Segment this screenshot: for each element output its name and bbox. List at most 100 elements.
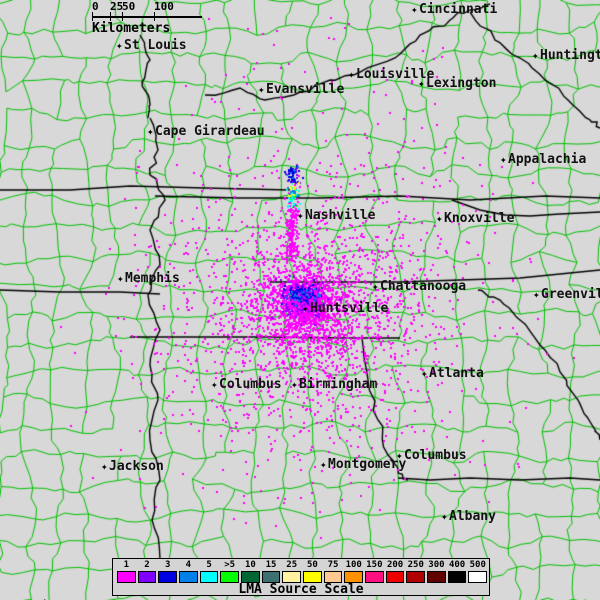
city-star-icon: ✦ <box>441 510 448 523</box>
legend-cell[interactable]: 4 <box>178 561 199 583</box>
legend-cell[interactable]: 50 <box>302 561 323 583</box>
city-label: Greenville <box>541 287 600 302</box>
legend-color-swatch <box>241 571 260 583</box>
legend-cell[interactable]: 150 <box>364 561 385 583</box>
city-star-icon: ✦ <box>418 77 425 90</box>
legend-color-swatch <box>406 571 426 583</box>
legend-color-swatch <box>117 571 136 583</box>
city-star-icon: ✦ <box>116 39 123 52</box>
legend-value-label: >5 <box>224 560 236 570</box>
city-label: Nashville <box>305 208 376 223</box>
legend-cell[interactable]: 500 <box>467 561 488 583</box>
legend-value-label: 2 <box>144 560 150 570</box>
legend-color-swatch <box>282 571 302 583</box>
legend-value-label: 3 <box>164 560 171 570</box>
city-label: Atlanta <box>429 366 484 381</box>
legend-cell[interactable]: 200 <box>385 561 406 583</box>
legend-cell[interactable]: 400 <box>447 561 468 583</box>
city-label: Montgomery <box>328 457 407 472</box>
city-label: Cape Girardeau <box>155 124 265 139</box>
city-star-icon: ✦ <box>411 3 418 16</box>
city-label: Huntington <box>540 48 600 63</box>
city-star-icon: ✦ <box>533 288 540 301</box>
legend-color-swatch <box>427 571 446 583</box>
city-label: Chattanooga <box>380 279 467 294</box>
city-star-icon: ✦ <box>258 83 265 96</box>
city-label: Appalachia <box>508 152 587 167</box>
legend-color-swatch <box>261 571 281 583</box>
legend-color-swatch <box>447 571 467 583</box>
legend-color-swatch <box>385 571 405 583</box>
city-label: Lexington <box>426 76 497 91</box>
legend-title: LMA Source Scale <box>238 582 364 597</box>
legend-value-label: 4 <box>185 560 192 570</box>
legend-color-swatch <box>365 571 384 583</box>
legend-value-label: 75 <box>327 560 339 570</box>
legend-cell[interactable]: 100 <box>343 561 364 583</box>
legend-cell[interactable]: 250 <box>405 561 426 583</box>
lma-source-scale-legend[interactable]: 1 2 3 4 5 >5 10 15 25 50 75 100 150 200 250 300 400 500 L… <box>112 558 490 597</box>
city-star-icon: ✦ <box>147 125 154 138</box>
city-star-icon: ✦ <box>297 209 304 222</box>
city-star-icon: ✦ <box>101 460 108 473</box>
city-label: Jackson <box>109 459 164 474</box>
city-label: Columbus <box>219 377 282 392</box>
city-star-icon: ✦ <box>211 378 218 391</box>
legend-value-label: 1 <box>123 560 130 570</box>
legend-color-swatch <box>220 571 240 583</box>
city-star-icon: ✦ <box>348 68 355 81</box>
legend-color-swatch <box>199 571 219 583</box>
city-star-icon: ✦ <box>500 153 507 166</box>
legend-value-label: 5 <box>206 560 212 570</box>
legend-swatch-row: 1 2 3 4 5 >5 10 15 25 50 75 100 150 200 250 300 400 500 <box>116 561 488 583</box>
legend-cell[interactable]: 75 <box>323 561 344 583</box>
legend-value-label: 200 <box>386 560 404 570</box>
legend-value-label: 150 <box>366 560 383 570</box>
legend-color-swatch <box>323 571 343 583</box>
legend-cell[interactable]: 300 <box>426 561 447 583</box>
legend-cell[interactable]: 10 <box>240 561 261 583</box>
city-star-icon: ✦ <box>396 449 403 462</box>
legend-value-label: 15 <box>265 560 277 570</box>
city-label: Huntsville <box>310 301 389 316</box>
city-label: Evansville <box>266 82 345 97</box>
city-star-icon: ✦ <box>436 212 443 225</box>
city-label: Louisville <box>356 67 435 82</box>
legend-value-label: 400 <box>448 560 466 570</box>
legend-color-swatch <box>137 571 157 583</box>
legend-color-swatch <box>158 571 178 583</box>
legend-value-label: 300 <box>428 560 445 570</box>
city-star-icon: ✦ <box>372 280 379 293</box>
legend-cell[interactable]: 3 <box>157 561 178 583</box>
legend-cell[interactable]: 2 <box>137 561 158 583</box>
city-label: Albany <box>449 509 496 524</box>
legend-value-label: 500 <box>469 560 486 570</box>
legend-value-label: 250 <box>407 560 424 570</box>
city-star-icon: ✦ <box>320 458 327 471</box>
legend-cell[interactable]: 25 <box>281 561 302 583</box>
city-label: Cincinnati <box>419 2 498 17</box>
legend-cell[interactable]: 5 <box>199 561 220 583</box>
city-star-icon: ✦ <box>291 378 298 391</box>
city-label: Knoxville <box>444 211 515 226</box>
legend-value-label: 10 <box>244 560 256 570</box>
city-label: Columbus <box>404 448 467 463</box>
legend-color-swatch <box>179 571 198 583</box>
legend-value-label: 50 <box>306 560 318 570</box>
legend-color-swatch <box>468 571 488 583</box>
city-label: Birmingham <box>299 377 378 392</box>
city-star-icon: ✦ <box>421 367 428 380</box>
legend-color-swatch <box>303 571 322 583</box>
city-label: Memphis <box>125 271 180 286</box>
city-star-icon: ✦ <box>532 49 539 62</box>
city-label: St Louis <box>124 38 187 53</box>
legend-cell[interactable]: 1 <box>116 561 137 583</box>
legend-color-swatch <box>344 571 364 583</box>
legend-value-label: 100 <box>345 560 362 570</box>
legend-value-label: 25 <box>286 560 298 570</box>
legend-cell[interactable]: >5 <box>219 561 240 583</box>
legend-cell[interactable]: 15 <box>261 561 282 583</box>
city-star-icon: ✦ <box>302 302 309 315</box>
